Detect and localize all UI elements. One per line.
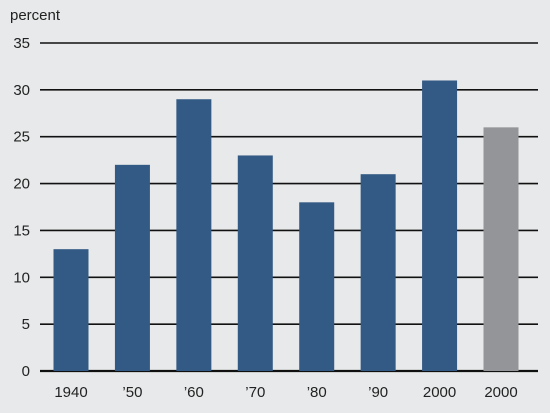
- bar: [422, 80, 458, 371]
- bar: [237, 155, 273, 371]
- bars: [53, 80, 519, 371]
- bar: [176, 99, 212, 371]
- x-category-label: ’50: [122, 384, 142, 401]
- x-category-label: ’70: [245, 384, 265, 401]
- y-tick-label: 30: [13, 82, 30, 99]
- bar: [299, 202, 335, 371]
- y-tick-label: 15: [13, 222, 30, 239]
- bar: [114, 164, 150, 371]
- x-category-label: ’80: [307, 384, 327, 401]
- y-tick-label: 10: [13, 269, 30, 286]
- x-category-label: ’90: [368, 384, 388, 401]
- x-category-label: 1940: [54, 384, 87, 401]
- y-tick-label: 20: [13, 176, 30, 193]
- y-axis-unit-label: percent: [10, 7, 61, 24]
- bar: [483, 127, 519, 371]
- x-category-label: 2000: [484, 384, 517, 401]
- y-tick-label: 25: [13, 129, 30, 146]
- gridlines: [40, 42, 538, 373]
- x-category-label: 2000: [423, 384, 456, 401]
- y-tick-label: 5: [22, 316, 30, 333]
- bar: [53, 249, 89, 371]
- x-category-label: ’60: [184, 384, 204, 401]
- y-tick-label: 0: [22, 363, 30, 380]
- y-axis-ticks: 0 5 10 15 20 25 30 35: [13, 35, 30, 380]
- bar: [360, 174, 396, 371]
- y-tick-label: 35: [13, 35, 30, 52]
- x-axis-labels: 1940 ’50 ’60 ’70 ’80 ’90 2000 2000: [54, 384, 517, 401]
